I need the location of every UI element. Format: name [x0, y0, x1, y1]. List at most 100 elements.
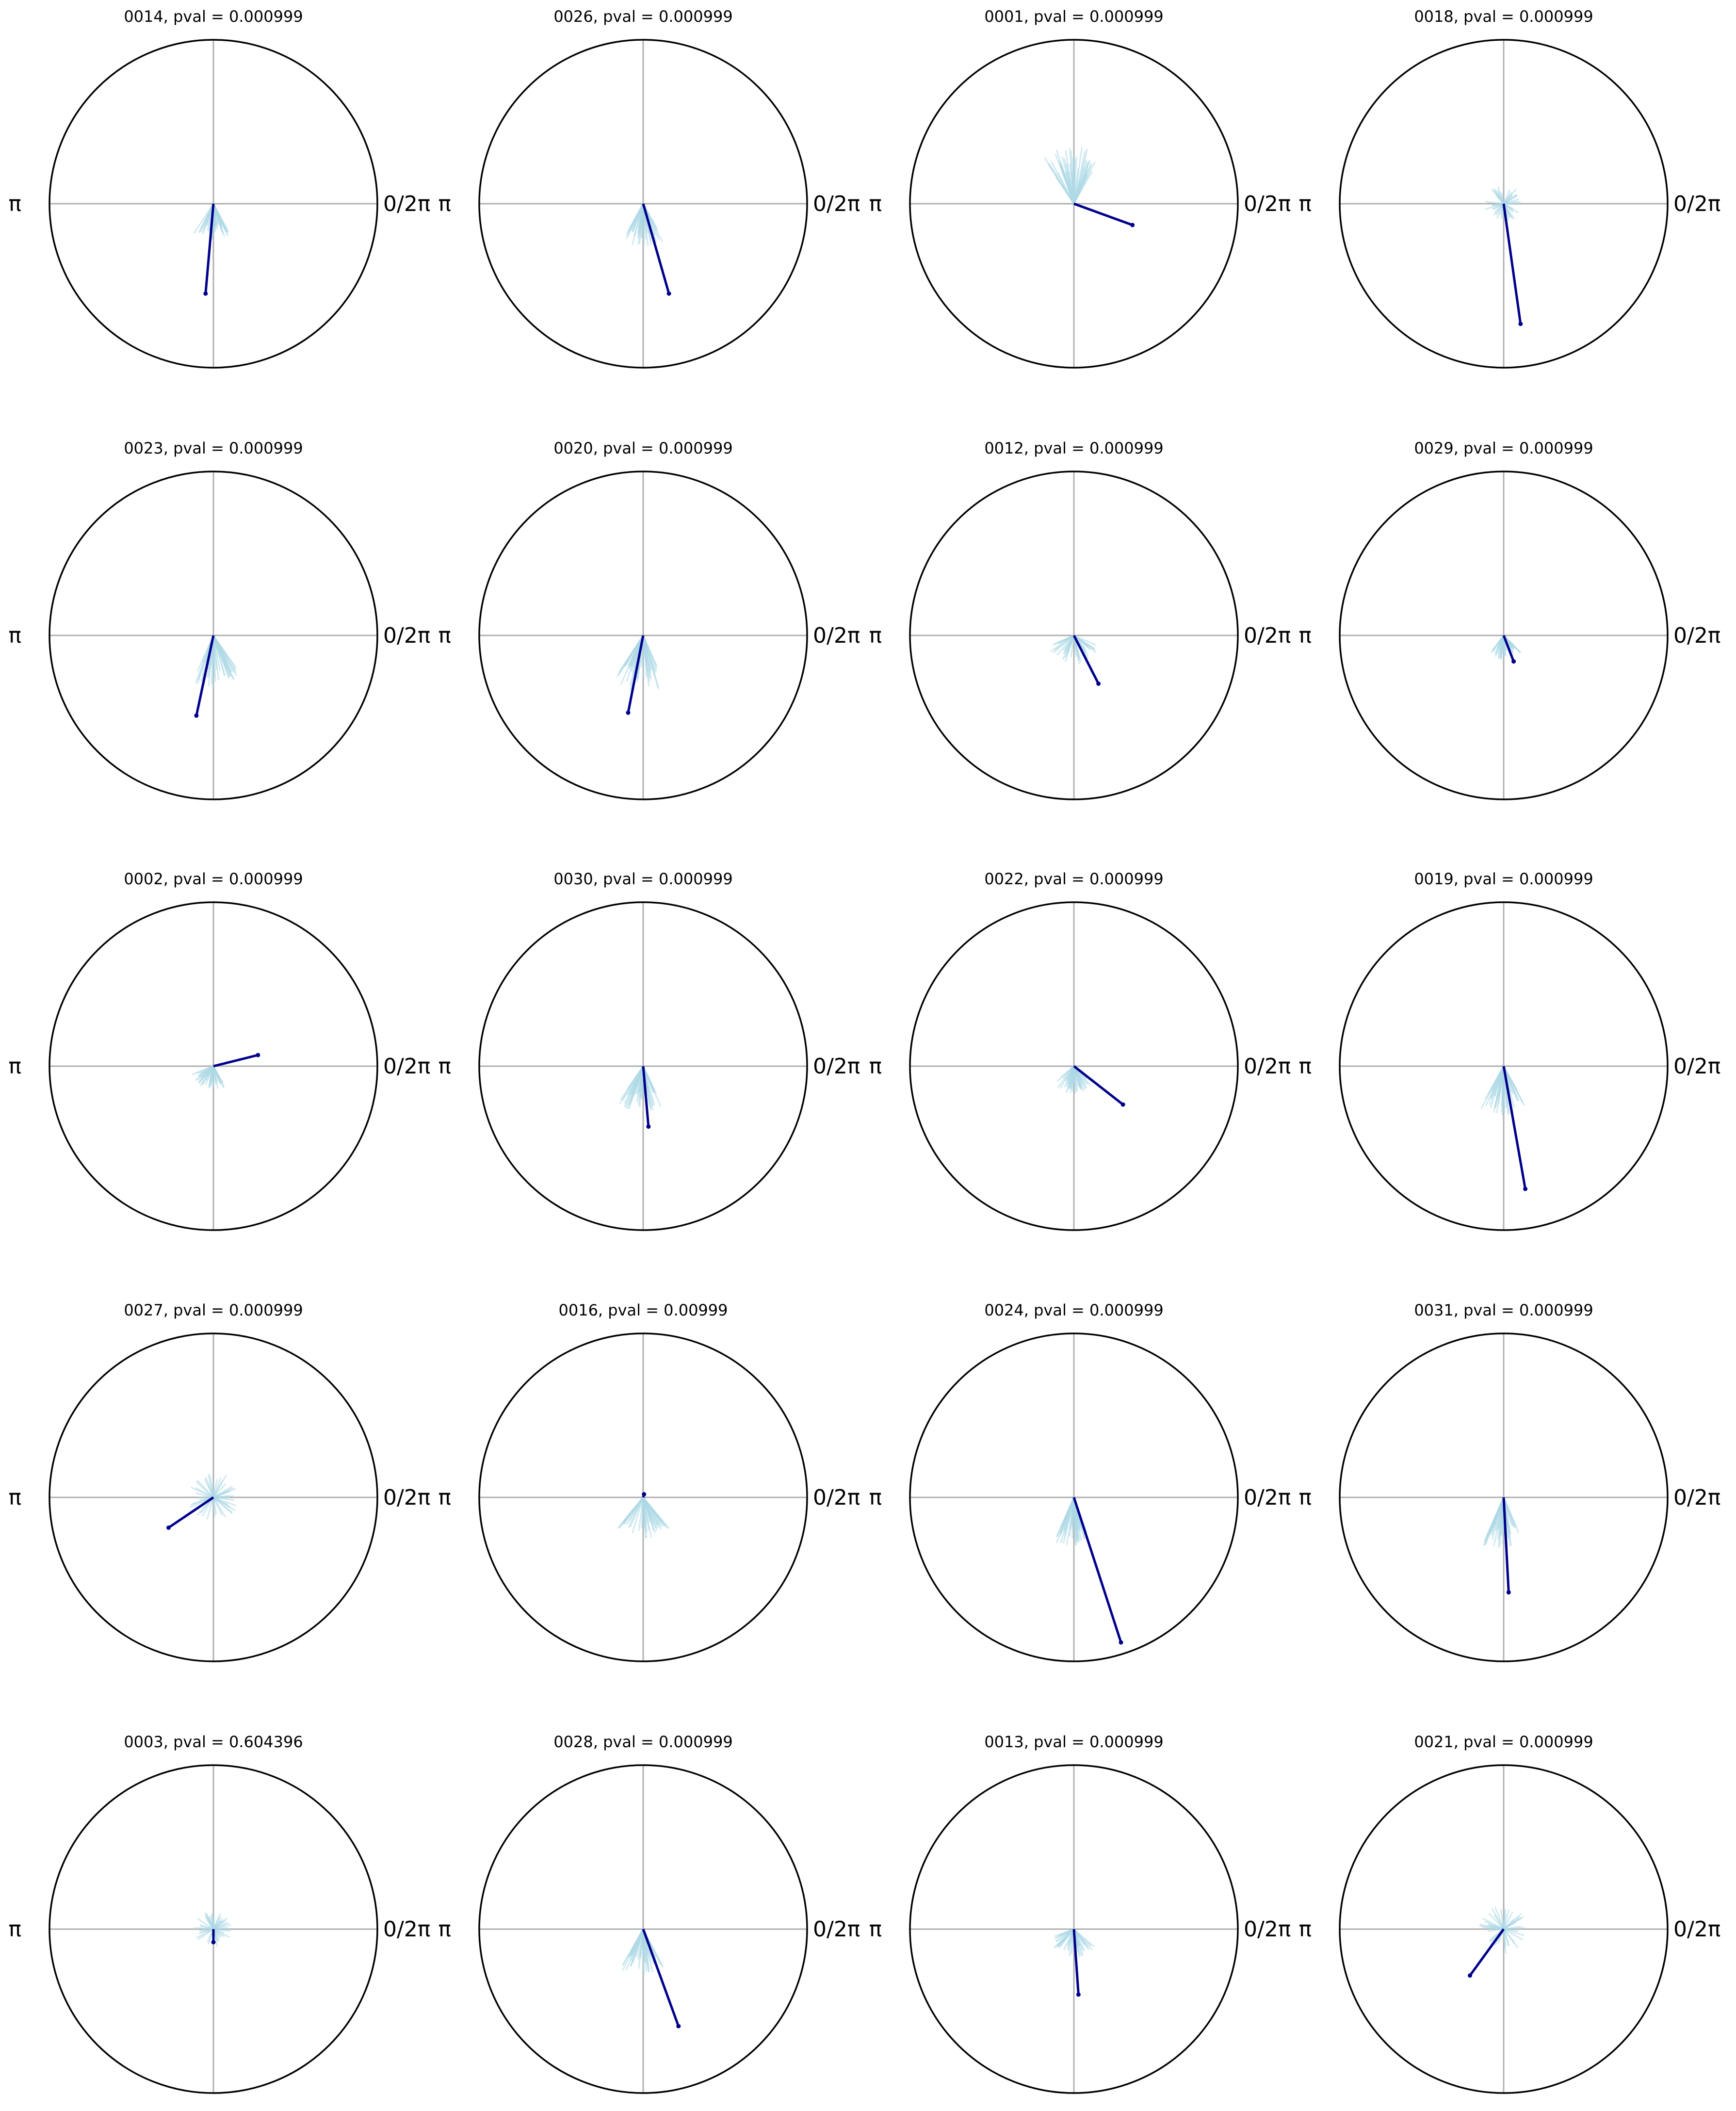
sample-vector: [1062, 1065, 1075, 1079]
sample-vector: [1054, 1928, 1074, 1940]
mean-vector: [1072, 1497, 1122, 1643]
polar-frame-circle: [478, 1332, 808, 1662]
angle-label-0-2pi: 0/2π: [1244, 1485, 1291, 1510]
polar-panel: 0023, pval = 0.000999 π 0/2π: [9, 439, 430, 800]
mean-vector-tip: [194, 713, 199, 718]
mean-vector: [1502, 1497, 1510, 1592]
sample-vector: [213, 1496, 235, 1501]
sample-vector: [1484, 203, 1504, 211]
mean-vector-tip: [1506, 1590, 1511, 1595]
sample-vector: [642, 635, 645, 678]
polar-panel: 0029, pval = 0.000999 π 0/2π: [1299, 439, 1720, 800]
mean-vector-tip: [1119, 1640, 1123, 1645]
sample-vector: [642, 1929, 647, 1972]
sample-vector: [204, 1912, 214, 1930]
sample-vector: [212, 1477, 222, 1498]
sample-vector: [632, 1497, 644, 1533]
angle-label-0-2pi: 0/2π: [813, 623, 860, 648]
sample-vector: [1073, 1929, 1084, 1951]
polar-panel: 0014, pval = 0.000999 π 0/2π: [9, 7, 430, 369]
sample-vector: [623, 1929, 644, 1965]
panel-title: 0024, pval = 0.000999: [984, 1301, 1163, 1319]
polar-frame-circle: [1339, 1764, 1669, 2094]
sample-vector: [1495, 195, 1505, 205]
angle-label-0-2pi: 0/2π: [1673, 1054, 1720, 1079]
angle-label-pi: π: [9, 623, 22, 648]
mean-vector-tip: [666, 291, 671, 296]
polar-panel: 0002, pval = 0.000999 π 0/2π: [9, 870, 430, 1231]
polar-panel: 0013, pval = 0.000999 π 0/2π: [869, 1733, 1291, 2094]
panel-title: 0014, pval = 0.000999: [124, 7, 303, 26]
angle-label-pi: π: [9, 192, 22, 216]
sample-vector: [642, 1497, 655, 1531]
sample-vector: [1067, 1066, 1075, 1085]
sample-vector: [213, 1922, 227, 1930]
mean-vector-tip: [1120, 1102, 1125, 1107]
polar-panel: 0031, pval = 0.000999 π 0/2π: [1299, 1301, 1720, 1662]
panel-title: 0027, pval = 0.000999: [124, 1301, 303, 1319]
mean-vector: [168, 1496, 214, 1529]
mean-vector: [1073, 1065, 1124, 1106]
polar-panel: 0001, pval = 0.000999 π 0/2π: [869, 7, 1291, 369]
panel-title: 0019, pval = 0.000999: [1414, 870, 1593, 888]
mean-vector: [1502, 203, 1522, 325]
angle-label-0-2pi: 0/2π: [383, 623, 430, 648]
panel-title: 0021, pval = 0.000999: [1414, 1733, 1593, 1751]
angle-label-0-2pi: 0/2π: [813, 1054, 860, 1079]
angle-label-0-2pi: 0/2π: [383, 1485, 430, 1510]
mean-vector-tip: [1511, 659, 1516, 664]
sample-vector: [1060, 1497, 1075, 1529]
angle-label-pi: π: [869, 192, 882, 216]
mean-vector: [642, 1066, 650, 1127]
angle-label-0-2pi: 0/2π: [383, 1054, 430, 1079]
polar-frame-circle: [1339, 901, 1669, 1231]
polar-panel: 0027, pval = 0.000999 π 0/2π: [9, 1301, 430, 1662]
panel-title: 0023, pval = 0.000999: [124, 439, 303, 457]
angle-label-0-2pi: 0/2π: [1673, 192, 1720, 216]
angle-label-0-2pi: 0/2π: [1673, 1917, 1720, 1942]
mean-vector: [1073, 202, 1133, 227]
sample-vector: [1503, 189, 1510, 204]
angle-label-0-2pi: 0/2π: [813, 1485, 860, 1510]
sample-vector: [212, 635, 221, 671]
sample-vector: [642, 1497, 646, 1527]
polar-frame-circle: [909, 1764, 1239, 2094]
panel-title: 0030, pval = 0.000999: [553, 870, 732, 888]
sample-vector: [212, 635, 215, 677]
angle-label-pi: π: [869, 623, 882, 648]
polar-panel: 0021, pval = 0.000999 π 0/2π: [1299, 1733, 1720, 2094]
polar-panel: 0018, pval = 0.000999 π 0/2π: [1299, 7, 1720, 369]
panel-title: 0001, pval = 0.000999: [984, 7, 1163, 26]
sample-vector: [206, 1497, 214, 1520]
mean-vector-tip: [1096, 681, 1101, 686]
polar-frame-circle: [1339, 1332, 1669, 1662]
panel-title: 0020, pval = 0.000999: [553, 439, 732, 457]
sample-vector: [198, 203, 214, 233]
polar-frame-circle: [478, 901, 808, 1231]
sample-vector: [642, 1066, 655, 1090]
polar-panel: 0022, pval = 0.000999 π 0/2π: [869, 870, 1291, 1231]
sample-vector: [1073, 164, 1092, 204]
sample-vector: [212, 203, 229, 236]
mean-vector-tip: [626, 710, 631, 715]
polar-panel: 0016, pval = 0.00999 π 0/2π: [438, 1301, 860, 1662]
angle-label-pi: π: [9, 1917, 22, 1942]
sample-vector: [196, 1928, 214, 1939]
sample-vector: [642, 1497, 652, 1538]
sample-vector: [1503, 1928, 1525, 1936]
angle-label-0-2pi: 0/2π: [383, 192, 430, 216]
mean-vector: [213, 1054, 259, 1068]
polar-frame-circle: [909, 471, 1239, 800]
polar-frame-circle: [49, 901, 378, 1231]
sample-vector: [201, 1497, 214, 1517]
mean-vector-tip: [1130, 223, 1135, 227]
mean-vector-tip: [166, 1525, 171, 1530]
sample-vector: [213, 1496, 237, 1507]
sample-vector: [1503, 201, 1520, 205]
sample-vector: [1062, 635, 1075, 660]
angle-label-pi: π: [1299, 1485, 1312, 1510]
sample-vector: [1053, 634, 1074, 654]
sample-vector: [195, 1492, 214, 1498]
